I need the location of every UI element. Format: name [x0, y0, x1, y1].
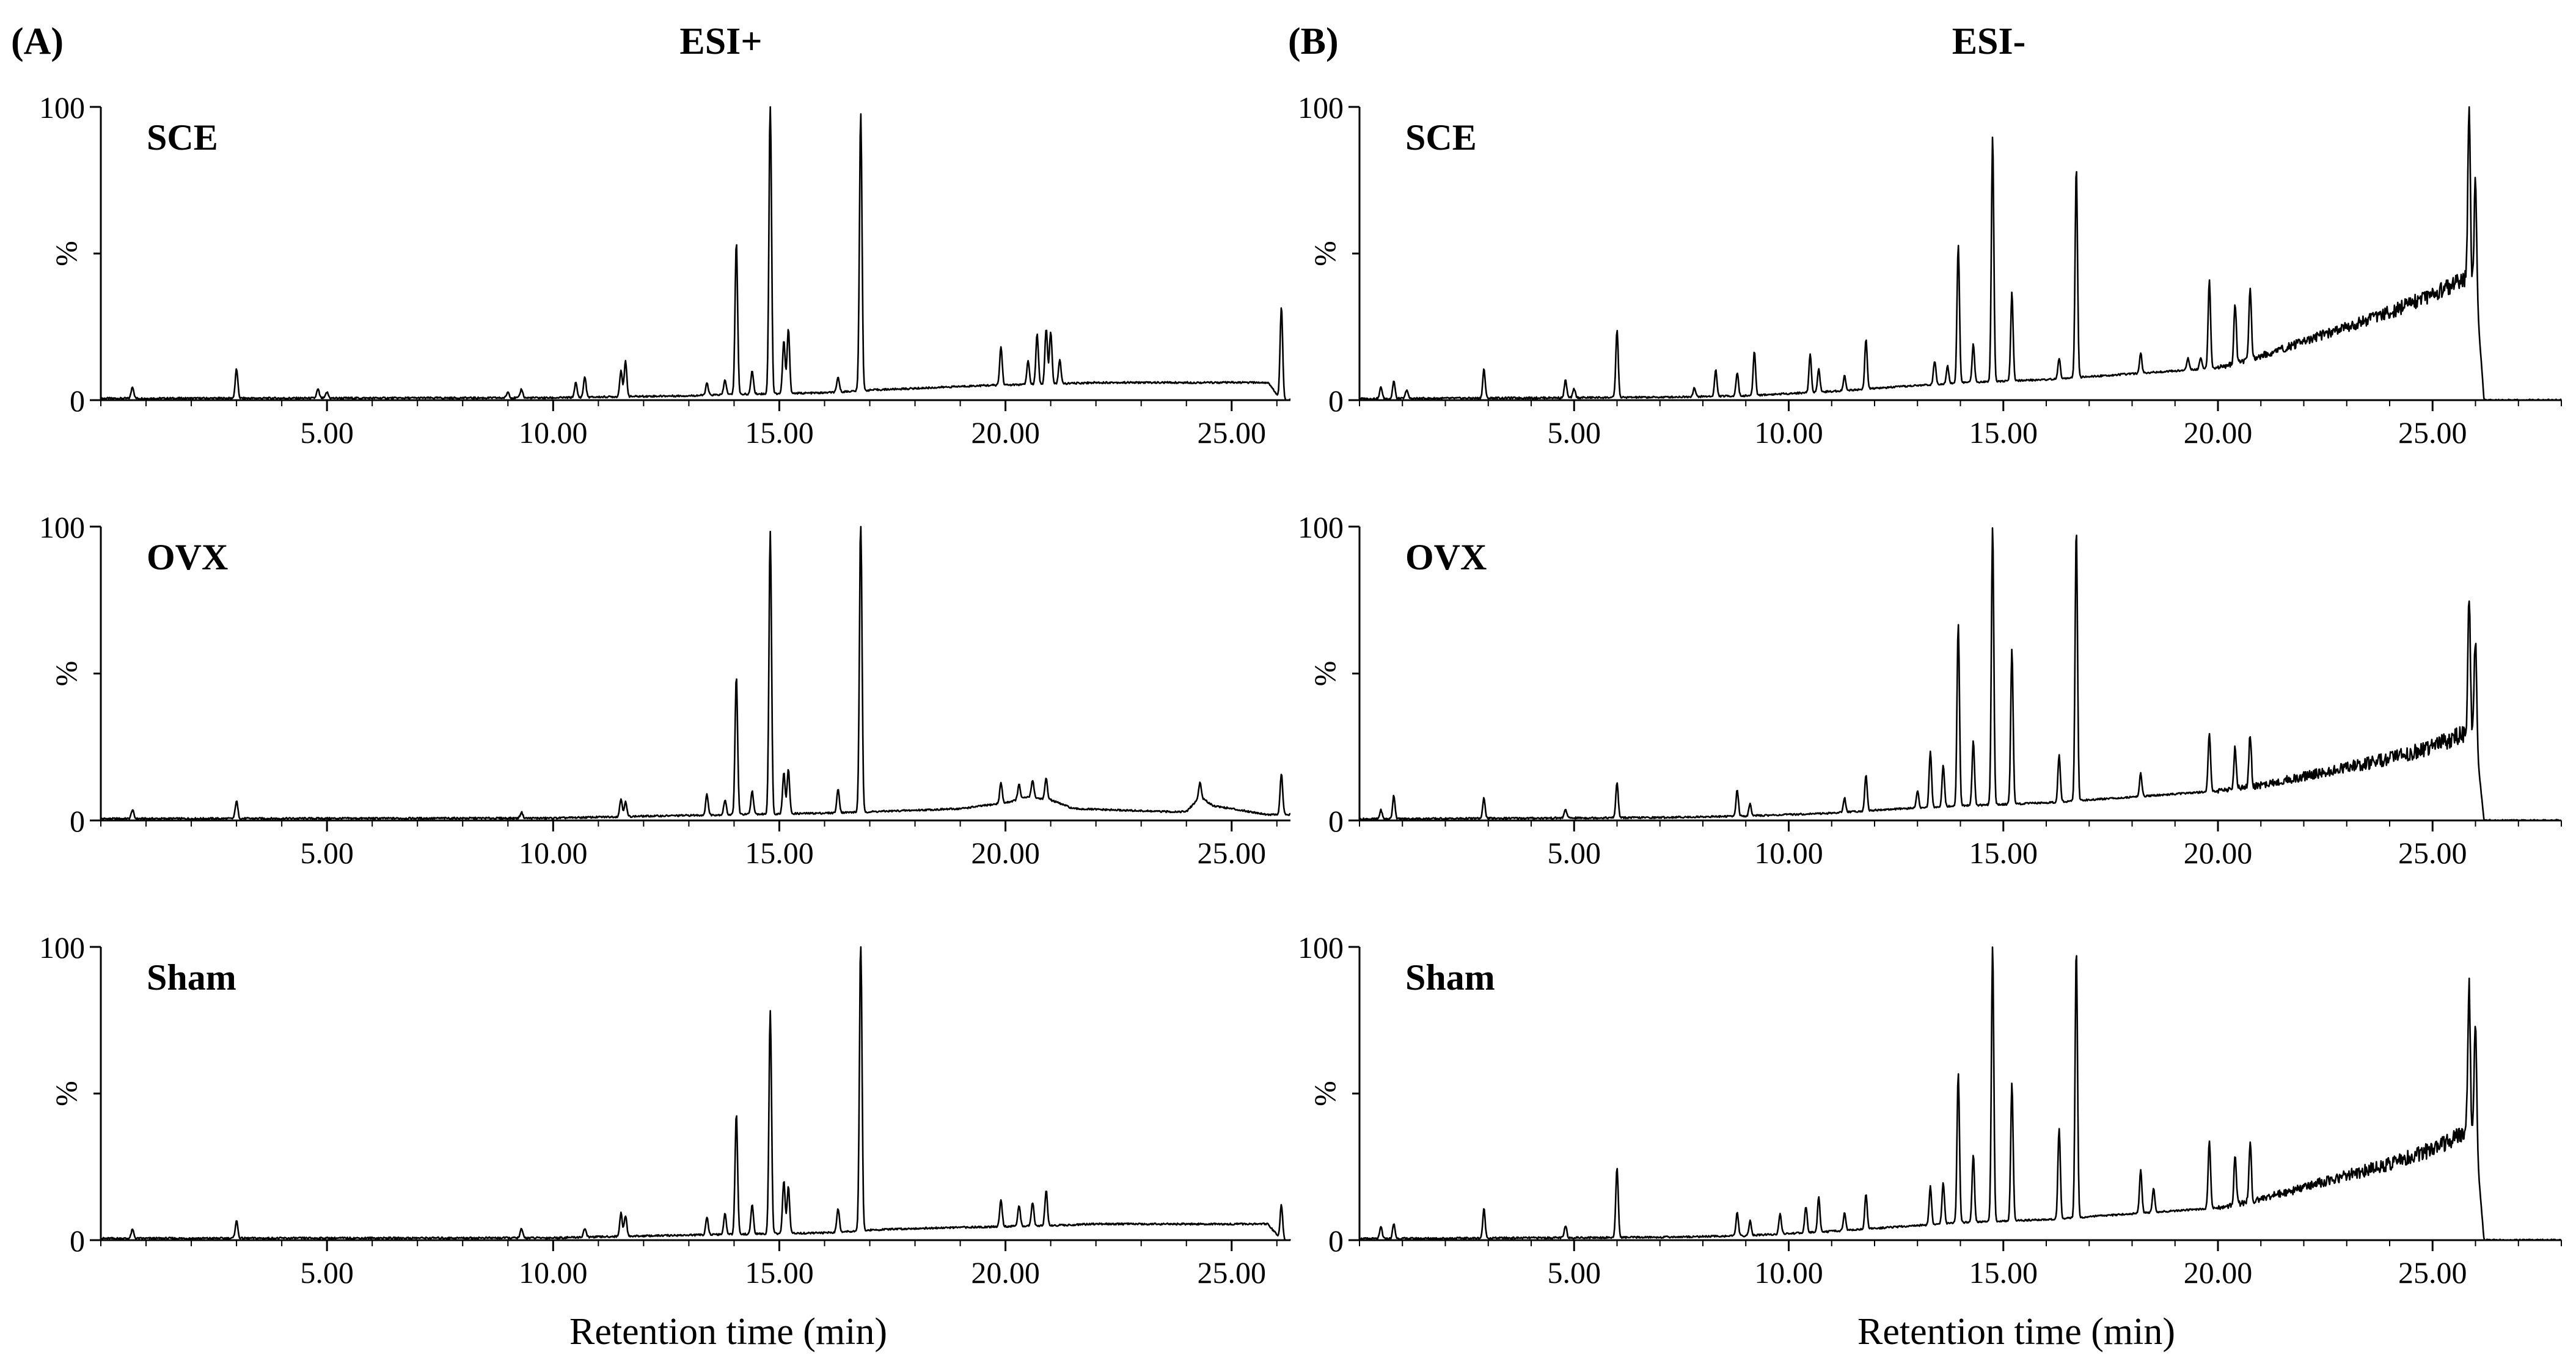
- x-tick-label: 5.00: [300, 415, 354, 450]
- plot-area: 100 0% 5.00 10.00 15.00 20.00 25.00 SCE 100 0% 5.0…: [39, 90, 2563, 1290]
- y-tick-label-0: 0: [1328, 1224, 1344, 1258]
- chart-a-ovx: 100 0% 5.00 10.00 15.00 20.00 25.00 OVX: [39, 510, 1291, 870]
- chromatogram-trace-b-sham: [1359, 946, 2562, 1241]
- panel-a-title: ESI+: [679, 21, 762, 62]
- x-tick-label: 20.00: [2184, 836, 2253, 870]
- sample-title: OVX: [1405, 537, 1487, 577]
- x-tick-label: 20.00: [2184, 415, 2253, 450]
- sample-title: SCE: [1405, 117, 1477, 158]
- x-tick-label: 15.00: [1969, 1255, 2038, 1290]
- x-tick-label: 15.00: [1969, 836, 2038, 870]
- y-tick-label-100: 100: [1298, 930, 1344, 965]
- x-tick-label: 25.00: [1198, 415, 1267, 450]
- y-axis-label: %: [1308, 241, 1342, 266]
- x-tick-label: 25.00: [2398, 836, 2467, 870]
- x-tick-label: 10.00: [1754, 415, 1823, 450]
- x-tick-label: 10.00: [519, 415, 588, 450]
- x-tick-label: 25.00: [1198, 1255, 1267, 1290]
- y-tick-label-0: 0: [70, 1224, 85, 1258]
- x-tick-label: 5.00: [1548, 415, 1601, 450]
- chromatogram-trace-a-sce: [100, 106, 1291, 401]
- x-tick-label: 10.00: [1754, 836, 1823, 870]
- panel-a-xlabel: Retention time (min): [569, 1311, 887, 1353]
- sample-title: SCE: [147, 117, 218, 158]
- x-tick-label: 20.00: [971, 415, 1040, 450]
- x-tick-label: 20.00: [971, 836, 1040, 870]
- chart-b-sham: 100 0% 5.00 10.00 15.00 20.00 25.00 Sham: [1298, 930, 2562, 1290]
- y-tick-label-0: 0: [1328, 804, 1344, 838]
- x-tick-label: 10.00: [1754, 1255, 1823, 1290]
- x-tick-label: 5.00: [1548, 1255, 1601, 1290]
- chromatogram-trace-b-ovx: [1358, 527, 2562, 822]
- x-tick-label: 5.00: [300, 836, 354, 870]
- y-tick-label-100: 100: [1298, 90, 1344, 125]
- y-axis-label: %: [1308, 1081, 1342, 1106]
- sample-title: Sham: [147, 957, 236, 998]
- panel-a-label: (A): [11, 21, 64, 62]
- x-tick-label: 25.00: [2398, 415, 2467, 450]
- x-tick-label: 15.00: [1969, 415, 2038, 450]
- chromatogram-trace-a-ovx: [100, 525, 1291, 820]
- chart-a-sce: 100 0% 5.00 10.00 15.00 20.00 25.00 SCE: [39, 90, 1291, 450]
- chart-b-ovx: 100 0% 5.00 10.00 15.00 20.00 25.00 OVX: [1298, 510, 2562, 870]
- x-tick-label: 15.00: [745, 415, 814, 450]
- y-tick-label-0: 0: [70, 804, 85, 838]
- y-tick-label-100: 100: [39, 930, 85, 965]
- y-tick-label-100: 100: [1298, 510, 1344, 544]
- chart-a-sham: 100 0% 5.00 10.00 15.00 20.00 25.00 Sham: [39, 930, 1292, 1290]
- x-tick-label: 15.00: [745, 836, 814, 870]
- x-tick-label: 5.00: [1548, 836, 1601, 870]
- x-tick-label: 25.00: [2398, 1255, 2467, 1290]
- panel-b-label: (B): [1288, 21, 1339, 62]
- x-tick-label: 25.00: [1198, 836, 1267, 870]
- y-tick-label-100: 100: [39, 510, 85, 544]
- x-tick-label: 15.00: [745, 1255, 814, 1290]
- y-axis-label: %: [49, 661, 83, 687]
- sample-title: OVX: [147, 537, 228, 577]
- y-axis-label: %: [1308, 661, 1342, 687]
- panel-b-title: ESI-: [1952, 21, 2026, 62]
- x-tick-label: 20.00: [971, 1255, 1040, 1290]
- y-tick-label-100: 100: [39, 90, 85, 125]
- x-tick-label: 10.00: [519, 836, 588, 870]
- y-tick-label-0: 0: [70, 384, 85, 418]
- y-axis-label: %: [49, 1081, 83, 1106]
- chromatogram-trace-a-sham: [100, 946, 1292, 1241]
- panel-b-xlabel: Retention time (min): [1857, 1311, 2175, 1353]
- x-tick-label: 10.00: [519, 1255, 588, 1290]
- x-tick-label: 5.00: [300, 1255, 354, 1290]
- y-axis-label: %: [49, 241, 83, 266]
- x-tick-label: 20.00: [2184, 1255, 2253, 1290]
- y-tick-label-0: 0: [1328, 384, 1344, 418]
- chart-b-sce: 100 0% 5.00 10.00 15.00 20.00 25.00 SCE: [1298, 90, 2563, 450]
- sample-title: Sham: [1405, 957, 1495, 998]
- chromatogram-trace-b-sce: [1359, 106, 2563, 401]
